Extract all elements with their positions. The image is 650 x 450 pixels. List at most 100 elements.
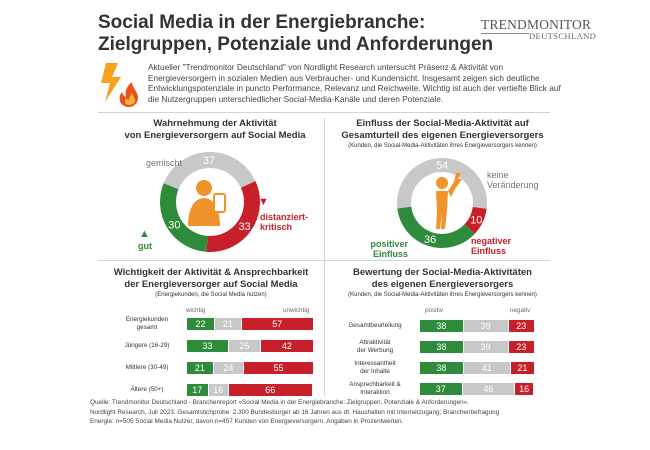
logo-rule bbox=[481, 33, 529, 34]
bar-segment-negative: 66 bbox=[228, 384, 313, 396]
donut-chart-perception: 37 33 30 bbox=[160, 152, 260, 252]
stacked-bar: 38 39 23 bbox=[420, 341, 535, 353]
bar-row-label: Energiekunden gesamt bbox=[125, 316, 169, 331]
bar-row-label: Ältere (50+) bbox=[130, 386, 164, 393]
panel-rating-title-1: Bewertung der Social-Media-Aktivitäten bbox=[353, 267, 532, 278]
person-phone-icon bbox=[188, 180, 226, 226]
legend-unwichtig: unwichtig bbox=[283, 307, 310, 314]
divider-top bbox=[98, 112, 550, 113]
label-distanziert-2: kritisch bbox=[260, 222, 293, 232]
title-line-1: Social Media in der Energiebranche: bbox=[98, 12, 426, 33]
bar-segment-neutral: 24 bbox=[213, 362, 245, 374]
bar-row-label: Gesamtbeurteilung bbox=[348, 322, 402, 329]
legend-positiv: positiv bbox=[425, 307, 443, 314]
stacked-bar: 17 16 66 bbox=[187, 384, 313, 396]
intro-text: Aktueller "Trendmonitor Deutschland" von… bbox=[148, 62, 561, 104]
label-gemischt: gemischt bbox=[146, 158, 183, 168]
title-line-2: Zielgruppen, Potenziale und Anforderunge… bbox=[98, 34, 494, 55]
panel-perception-title: Wahrnehmung der Aktivität von Energiever… bbox=[110, 118, 320, 142]
legend-negativ: negativ bbox=[510, 307, 531, 314]
stacked-bar: 33 25 42 bbox=[187, 340, 314, 352]
bar-segment-neutral: 39 bbox=[463, 320, 509, 332]
legend-wichtig: wichtig bbox=[186, 307, 206, 314]
label-negativer-einfluss: negativer Einfluss bbox=[471, 236, 511, 256]
donut-slice-neutral bbox=[163, 152, 256, 190]
label-gut: gut bbox=[138, 241, 152, 251]
panel-importance-title-1: Wichtigkeit der Aktivität & Ansprechbark… bbox=[113, 267, 309, 278]
donut-label-negative: 10 bbox=[470, 214, 482, 226]
donut-label-positive: 36 bbox=[424, 234, 436, 246]
energy-icon bbox=[101, 63, 138, 107]
stacked-bar: 37 46 16 bbox=[420, 383, 534, 395]
bar-segment-neutral: 21 bbox=[214, 318, 242, 330]
donut-label-negative: 33 bbox=[238, 221, 250, 233]
bar-row-label: Jüngere (16-29) bbox=[124, 342, 170, 349]
donut-label-positive: 30 bbox=[168, 219, 180, 231]
bar-segment-negative: 23 bbox=[508, 341, 535, 353]
brand-logo-sub: DEUTSCHLAND bbox=[529, 31, 597, 41]
panel-perception-title-2: von Energieversorgern auf Social Media bbox=[124, 130, 306, 141]
bar-segment-positive: 37 bbox=[420, 383, 463, 395]
panel-influence-title-1: Einfluss der Social-Media-Aktivität auf bbox=[356, 118, 529, 129]
label-distanziert-1: distanziert- bbox=[260, 212, 309, 222]
donut-label-neutral: 54 bbox=[436, 160, 448, 172]
donut-slice-positive bbox=[397, 206, 475, 248]
label-distanziert: distanziert- kritisch bbox=[260, 212, 308, 232]
bar-row-label: Interessantheit der Inhalte bbox=[354, 360, 396, 375]
donut-slice-neutral bbox=[397, 158, 487, 209]
label-keine-2: Veränderung bbox=[487, 180, 539, 190]
panel-importance-title: Wichtigkeit der Aktivität & Ansprechbark… bbox=[100, 267, 322, 291]
bar-segment-negative: 42 bbox=[260, 340, 314, 352]
bar-row-label: Attraktivität der Werbung bbox=[356, 339, 394, 354]
panel-importance-title-2: der Energieversorger auf Social Media bbox=[124, 279, 298, 290]
bar-segment-negative: 55 bbox=[244, 362, 314, 374]
bar-segment-negative: 57 bbox=[241, 318, 314, 330]
brand-logo: TRENDMONITOR bbox=[481, 17, 592, 32]
panel-influence-title: Einfluss der Social-Media-Aktivität auf … bbox=[330, 118, 555, 142]
donut-chart-influence: 54 10 36 bbox=[397, 158, 487, 248]
bar-segment-negative: 23 bbox=[508, 320, 535, 332]
label-positiver-einfluss: positiver Einfluss bbox=[364, 239, 408, 259]
source-line-3: Energie: n=505 Social Media Nutzer, davo… bbox=[90, 418, 404, 426]
person-power-icon bbox=[436, 173, 462, 229]
bar-segment-positive: 21 bbox=[187, 362, 214, 374]
bar-segment-negative: 21 bbox=[510, 362, 535, 374]
thumbs-up-icon: ▲ bbox=[139, 228, 150, 240]
donut-slice-negative bbox=[464, 206, 487, 234]
source-line-1: Quelle: Trendmonitor Deutschland - Branc… bbox=[90, 399, 470, 406]
panel-influence-title-2: Gesamturteil des eigenen Energieversorge… bbox=[341, 130, 544, 141]
bar-segment-neutral: 25 bbox=[228, 340, 261, 352]
thumbs-down-icon: ▼ bbox=[258, 196, 269, 208]
bar-segment-positive: 38 bbox=[420, 320, 464, 332]
bar-segment-neutral: 46 bbox=[462, 383, 516, 395]
bar-segment-positive: 17 bbox=[187, 384, 209, 396]
stacked-bar: 22 21 57 bbox=[187, 318, 314, 330]
divider-vertical bbox=[324, 118, 325, 396]
source-note: Quelle: Trendmonitor Deutschland - Branc… bbox=[90, 398, 560, 427]
label-negativer-1: negativer bbox=[471, 236, 512, 246]
panel-influence-subtitle: (Kunden, die Social-Media-Aktivitäten ih… bbox=[348, 143, 537, 149]
donut-label-neutral: 37 bbox=[203, 155, 215, 167]
label-positiver-1: positiver bbox=[370, 239, 408, 249]
stacked-bar: 21 24 55 bbox=[187, 362, 314, 374]
panel-rating-title: Bewertung der Social-Media-Aktivitäten d… bbox=[330, 267, 555, 291]
stacked-bar: 38 39 23 bbox=[420, 320, 535, 332]
bar-segment-neutral: 39 bbox=[463, 341, 509, 353]
panel-perception-title-1: Wahrnehmung der Aktivität bbox=[153, 118, 277, 129]
panel-importance-subtitle: (Energiekunden, die Social Media nutzen) bbox=[155, 292, 267, 298]
label-keine-veraenderung: keine Veränderung bbox=[487, 170, 539, 190]
donut-slice-negative bbox=[206, 181, 260, 252]
label-keine-1: keine bbox=[487, 170, 509, 180]
bar-segment-neutral: 16 bbox=[208, 384, 229, 396]
stacked-bar: 38 41 21 bbox=[420, 362, 535, 374]
bar-segment-positive: 38 bbox=[420, 362, 464, 374]
bar-row-label: Ansprechbarkeit & Interaktion bbox=[349, 381, 401, 396]
source-line-2: Nordlight Research, Juli 2023. Gesamtsti… bbox=[90, 408, 500, 416]
bar-segment-positive: 22 bbox=[187, 318, 215, 330]
bar-row-label: Mittlere (30-49) bbox=[125, 364, 169, 371]
panel-rating-subtitle: (Kunden, die Social-Media-Aktivitäten ih… bbox=[348, 292, 537, 298]
bar-segment-positive: 33 bbox=[187, 340, 229, 352]
label-negativer-2: Einfluss bbox=[471, 246, 507, 256]
page-title: Social Media in der Energiebranche: Ziel… bbox=[98, 12, 493, 56]
panel-rating-title-2: des eigenen Energieversorgers bbox=[371, 279, 514, 290]
